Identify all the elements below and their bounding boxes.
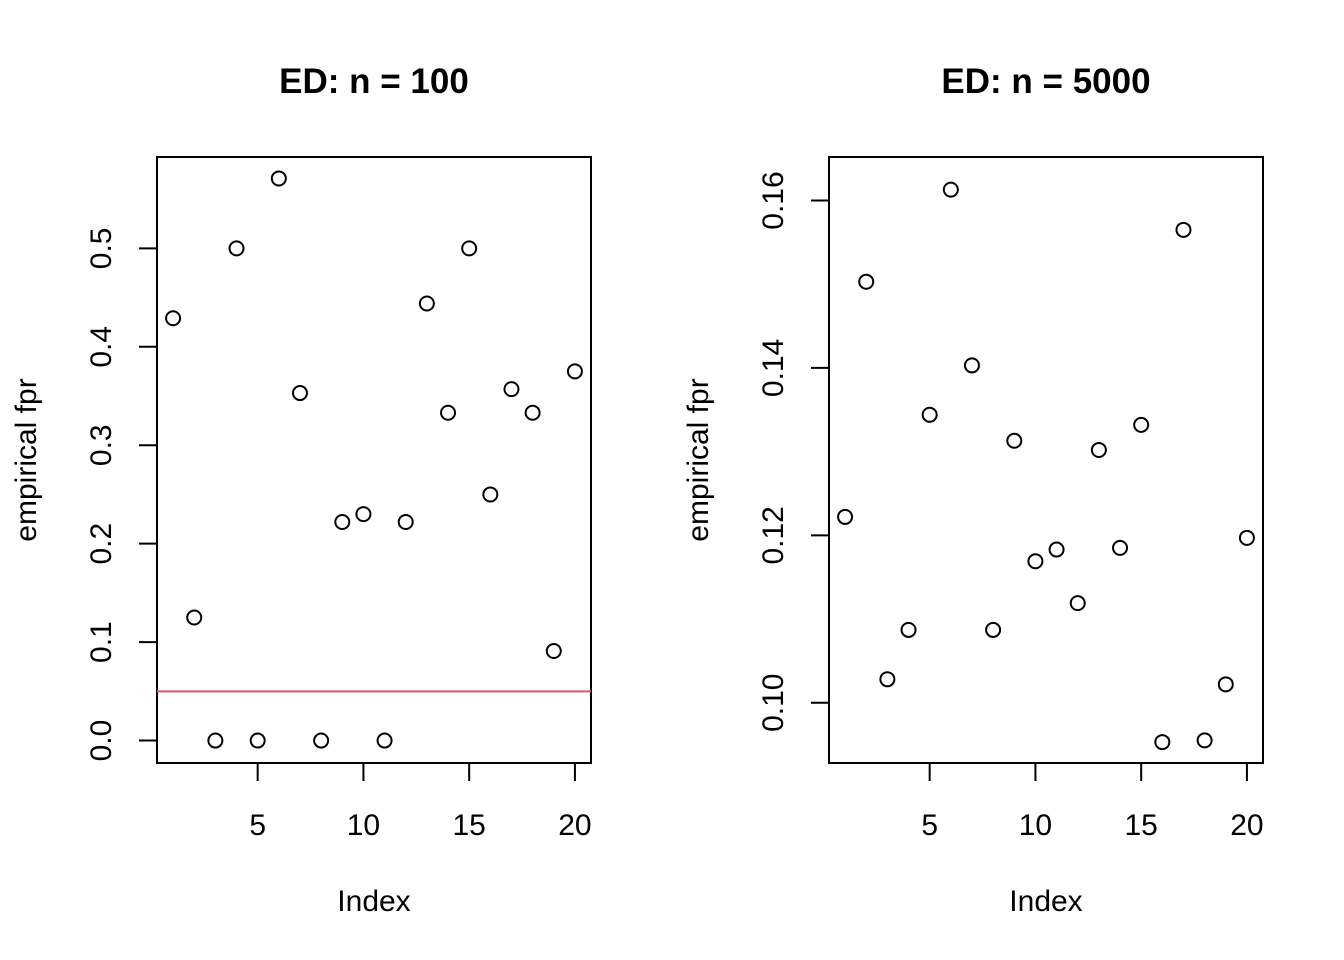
y-axis: 0.0 0.1 0.2 0.3 0.4 0.5: [85, 227, 157, 761]
x-tick-label: 5: [249, 809, 266, 842]
y-axis: 0.10 0.12 0.14 0.16: [757, 171, 829, 732]
data-point: [858, 273, 875, 290]
y-axis-label: empirical fpr: [10, 378, 43, 541]
plot-frame: [828, 156, 1264, 764]
y-axis-label: empirical fpr: [682, 378, 715, 541]
data-point: [1217, 676, 1234, 693]
data-point: [1090, 441, 1107, 458]
data-points: [837, 181, 1255, 751]
x-axis: 5 10 15 20: [921, 763, 1264, 842]
data-point: [1048, 541, 1065, 558]
data-point: [503, 381, 520, 398]
data-points: [165, 170, 583, 749]
y-tick-label: 0.1: [85, 621, 118, 663]
x-axis: 5 10 15 20: [249, 763, 592, 842]
data-point: [545, 642, 562, 659]
y-tick-label: 0.10: [757, 674, 790, 732]
data-point: [418, 295, 435, 312]
data-point: [942, 181, 959, 198]
data-point: [291, 385, 308, 402]
data-point: [1175, 221, 1192, 238]
y-tick-label: 0.4: [85, 326, 118, 368]
data-point: [186, 609, 203, 626]
y-tick-label: 0.2: [85, 523, 118, 565]
data-point: [1133, 416, 1150, 433]
data-point: [355, 506, 372, 523]
x-axis-label: Index: [1009, 885, 1082, 918]
data-point: [900, 621, 917, 638]
data-point: [228, 240, 245, 257]
plot-frame: [156, 156, 592, 764]
y-tick-label: 0.0: [85, 720, 118, 762]
x-tick-label: 10: [1019, 809, 1052, 842]
data-point: [1027, 553, 1044, 570]
y-tick-label: 0.16: [757, 171, 790, 229]
data-point: [566, 363, 583, 380]
y-tick-label: 0.5: [85, 227, 118, 269]
data-point: [376, 732, 393, 749]
data-point: [1238, 529, 1255, 546]
chart-panel-right: ED: n = 5000 Index empirical fpr 5 10 15 20…: [682, 62, 1264, 918]
data-point: [165, 310, 182, 327]
x-tick-label: 20: [1230, 809, 1263, 842]
chart-panel-left: ED: n = 100 Index empirical fpr 5 10 15 20 …: [10, 62, 592, 918]
data-point: [397, 514, 414, 531]
data-point: [207, 732, 224, 749]
y-tick-label: 0.12: [757, 506, 790, 564]
data-point: [461, 240, 478, 257]
data-point: [921, 406, 938, 423]
data-point: [879, 671, 896, 688]
x-tick-label: 20: [558, 809, 591, 842]
chart-title: ED: n = 5000: [941, 62, 1150, 101]
data-point: [270, 170, 287, 187]
data-point: [1196, 732, 1213, 749]
data-point: [334, 514, 351, 531]
data-point: [524, 404, 541, 421]
y-tick-label: 0.14: [757, 339, 790, 397]
y-tick-label: 0.3: [85, 424, 118, 466]
x-tick-label: 15: [452, 809, 485, 842]
data-point: [963, 357, 980, 374]
data-point: [1112, 539, 1129, 556]
x-tick-label: 5: [921, 809, 938, 842]
data-point: [985, 621, 1002, 638]
data-point: [482, 486, 499, 503]
chart-title: ED: n = 100: [279, 62, 469, 101]
x-tick-label: 15: [1124, 809, 1157, 842]
data-point: [1006, 432, 1023, 449]
data-point: [1069, 595, 1086, 612]
x-tick-label: 10: [347, 809, 380, 842]
data-point: [313, 732, 330, 749]
data-point: [249, 732, 266, 749]
x-axis-label: Index: [337, 885, 410, 918]
data-point: [440, 404, 457, 421]
data-point: [1154, 734, 1171, 751]
data-point: [837, 508, 854, 525]
